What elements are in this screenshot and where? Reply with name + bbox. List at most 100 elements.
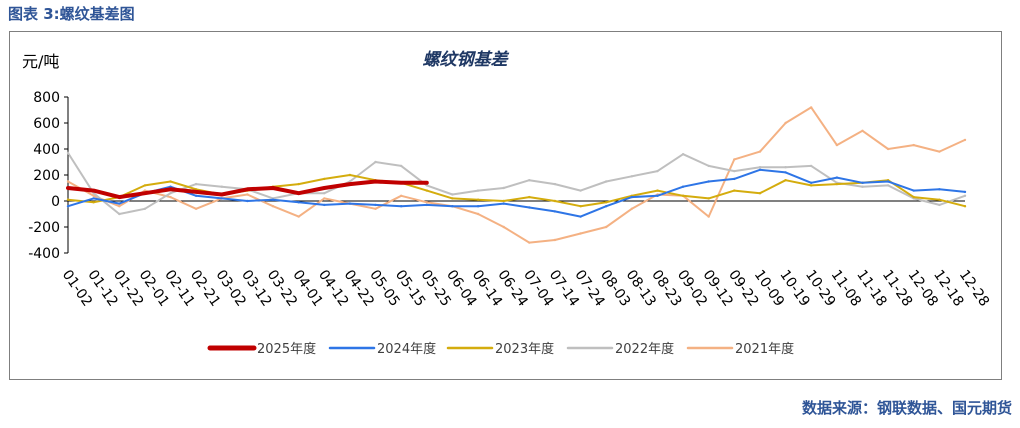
- data-point: [733, 158, 736, 161]
- data-point: [835, 176, 839, 179]
- data-point: [630, 207, 633, 210]
- legend-item: 2024年度: [328, 341, 436, 357]
- data-point: [656, 189, 659, 192]
- data-point: [297, 215, 300, 218]
- data-point: [912, 143, 915, 147]
- legend-label: 2023年度: [495, 341, 554, 357]
- data-point: [810, 181, 813, 184]
- data-point: [861, 129, 864, 132]
- data-point: [194, 207, 198, 210]
- data-point: [938, 188, 941, 191]
- data-point: [579, 205, 582, 208]
- y-axis-label: 元/吨: [22, 52, 59, 71]
- data-point: [194, 182, 198, 186]
- data-point: [707, 215, 710, 218]
- data-point: [707, 164, 710, 168]
- data-point: [579, 189, 582, 192]
- data-point: [733, 177, 736, 181]
- data-point: [348, 182, 352, 186]
- data-point: [579, 232, 582, 235]
- data-point: [912, 189, 915, 192]
- data-point: [630, 195, 633, 199]
- data-point: [374, 180, 377, 183]
- data-point: [169, 192, 172, 195]
- data-point: [348, 202, 352, 205]
- data-point: [963, 190, 967, 194]
- data-point: [169, 195, 172, 199]
- data-point: [400, 194, 403, 197]
- data-point: [630, 175, 633, 178]
- series-line-2022年度: [67, 151, 966, 215]
- y-tick-label: 0: [51, 194, 60, 210]
- data-point: [323, 197, 326, 200]
- data-point: [784, 179, 787, 182]
- data-point: [297, 201, 300, 204]
- data-point: [656, 194, 659, 197]
- data-point: [220, 185, 223, 188]
- data-point: [323, 177, 326, 181]
- data-point: [220, 197, 223, 200]
- data-point: [246, 193, 249, 196]
- data-point: [374, 207, 377, 210]
- data-point: [118, 205, 121, 208]
- data-point: [861, 181, 864, 184]
- data-point: [528, 241, 531, 244]
- data-point: [425, 203, 428, 207]
- series-line-2021年度: [67, 106, 966, 244]
- data-point: [886, 184, 890, 187]
- data-point: [194, 190, 198, 194]
- data-point: [451, 193, 454, 196]
- data-point: [784, 166, 787, 169]
- data-point: [92, 197, 95, 200]
- data-point: [553, 210, 557, 213]
- chart-title: 螺纹钢基差: [423, 50, 510, 70]
- data-point: [118, 202, 121, 205]
- data-point: [323, 192, 326, 195]
- data-point: [92, 194, 95, 197]
- data-point: [681, 185, 685, 188]
- chart-frame: 螺纹钢基差 元/吨 800 600 400 200 0 -200 -400 01-02 01-1…: [9, 31, 1002, 380]
- data-point: [143, 192, 147, 195]
- data-point: [169, 188, 172, 191]
- data-point: [656, 169, 659, 173]
- data-point: [502, 199, 505, 203]
- data-point: [605, 201, 608, 204]
- data-point: [553, 238, 557, 242]
- data-point: [681, 194, 685, 197]
- data-point: [835, 182, 839, 186]
- data-point: [861, 185, 864, 188]
- basis-line-chart: 螺纹钢基差 元/吨 8006004002000-200-40001-0201-1…: [22, 50, 992, 357]
- data-point: [605, 180, 608, 183]
- data-point: [912, 195, 915, 199]
- data-point: [400, 164, 403, 168]
- data-point: [810, 184, 813, 187]
- legend-item: 2025年度: [207, 341, 316, 357]
- data-point: [784, 121, 787, 125]
- data-point: [323, 186, 326, 190]
- data-point: [425, 201, 428, 204]
- data-point: [66, 205, 70, 208]
- source-note: 数据来源：钢联数据、国元期货: [801, 399, 1012, 417]
- data-point: [733, 169, 736, 173]
- data-point: [476, 212, 480, 216]
- legend-label: 2022年度: [615, 341, 674, 357]
- data-point: [758, 166, 762, 169]
- data-point: [297, 192, 300, 195]
- data-point: [476, 189, 480, 192]
- legend-label: 2024年度: [377, 341, 436, 357]
- plot-area: [66, 106, 967, 244]
- data-point: [246, 188, 249, 191]
- data-point: [528, 179, 531, 182]
- data-point: [92, 201, 95, 204]
- data-point: [886, 180, 890, 183]
- data-point: [169, 185, 172, 188]
- data-point: [938, 203, 941, 207]
- data-point: [963, 205, 967, 208]
- data-point: [707, 197, 710, 200]
- data-point: [733, 189, 736, 192]
- data-point: [528, 195, 531, 199]
- data-point: [476, 205, 480, 208]
- y-tick-label: -200: [28, 220, 60, 236]
- data-point: [938, 150, 941, 153]
- data-point: [886, 147, 890, 151]
